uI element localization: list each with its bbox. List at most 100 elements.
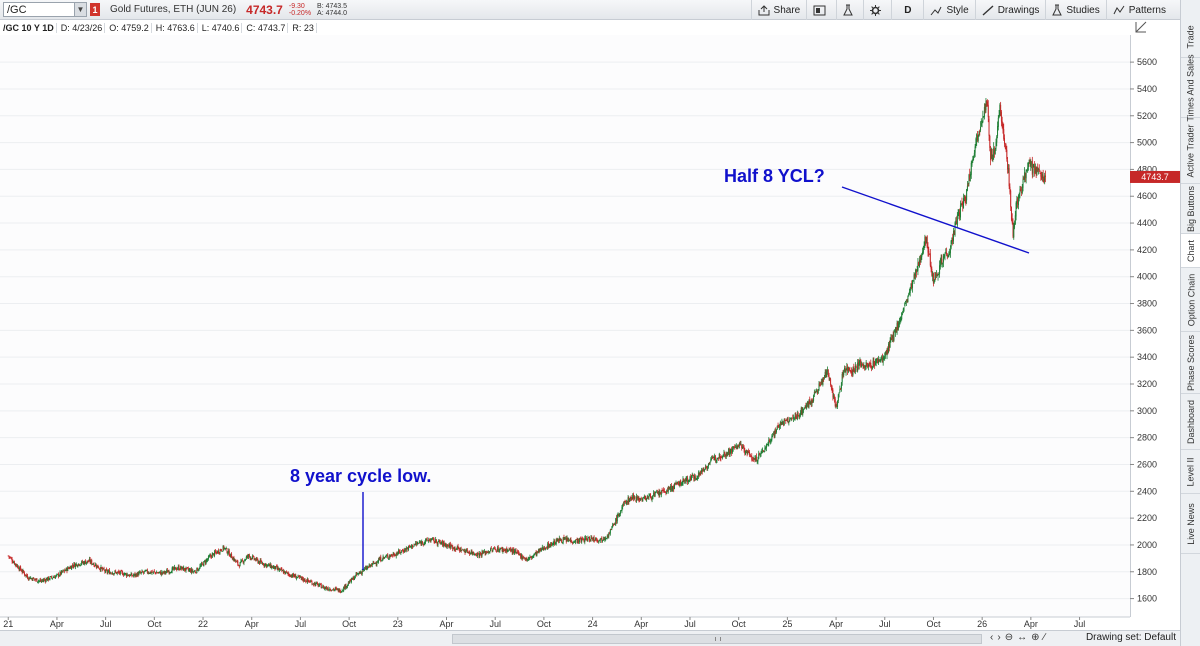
cycle-low-annotation[interactable]: 8 year cycle low. [290, 466, 431, 486]
candle-body [842, 373, 844, 376]
candle-body [956, 221, 958, 225]
candle-body [831, 387, 833, 391]
candle-body [961, 202, 963, 206]
candle-body [506, 548, 508, 553]
candle-body [803, 409, 805, 411]
candle-body [790, 417, 792, 419]
candle-body [98, 567, 100, 569]
candle-body [840, 382, 842, 389]
symbol-input[interactable]: /GC ▼ [3, 2, 87, 17]
candle-body [629, 499, 631, 502]
candle-body [520, 554, 522, 558]
candle-body [605, 538, 607, 540]
candle-body [955, 220, 957, 222]
candle-body [680, 480, 682, 485]
candle-body [738, 442, 740, 446]
candle-body [600, 538, 602, 539]
tab-times-and-sales[interactable]: Times And Sales [1181, 54, 1200, 121]
candle-body [497, 547, 499, 551]
candle-body [888, 343, 890, 348]
drawings-button[interactable]: Drawings [974, 0, 1046, 20]
half-cycle-trendline[interactable] [841, 186, 1030, 254]
tab-dashboard[interactable]: Dashboard [1181, 394, 1200, 450]
candle-body [881, 357, 883, 362]
share-button[interactable]: Share [750, 0, 807, 20]
candle-body [217, 550, 219, 554]
draw-line-icon[interactable]: ∕ [1043, 632, 1046, 643]
chart-settings-button[interactable] [806, 0, 836, 20]
candle-body [568, 539, 570, 541]
candle-body [135, 573, 137, 576]
scrollbar-grip[interactable] [715, 637, 721, 641]
aggregation-button[interactable]: D [891, 0, 923, 20]
candle-body [847, 367, 849, 372]
bar-open: O: 4759.2 [109, 22, 152, 33]
scroll-right-icon[interactable]: › [997, 632, 1001, 643]
tab-big-buttons[interactable]: Big Buttons [1181, 184, 1200, 234]
half-cycle-annotation[interactable]: Half 8 YCL? [724, 166, 825, 186]
candle-body [285, 571, 287, 573]
zoom-icon[interactable]: ⊖ [1004, 632, 1014, 643]
candle-body [181, 566, 183, 569]
candle-body [880, 360, 882, 362]
candle-body [982, 116, 984, 123]
candle-body [119, 572, 121, 574]
tab-trade[interactable]: Trade [1181, 16, 1200, 58]
tab-level-ii[interactable]: Level II [1181, 450, 1200, 494]
candle-body [473, 554, 475, 555]
axis-scale-icon[interactable] [1134, 20, 1150, 34]
candle-body [918, 262, 920, 266]
candle-body [43, 579, 45, 581]
tab-option-chain[interactable]: Option Chain [1181, 268, 1200, 332]
candle-body [768, 440, 770, 444]
candle-body [775, 430, 777, 432]
candle-body [446, 544, 448, 547]
candle-body [594, 540, 596, 542]
candle-body [36, 578, 38, 582]
candle-body [732, 447, 734, 450]
link-group-badge[interactable]: 1 [90, 3, 100, 16]
candle-body [895, 328, 897, 333]
candle-body [347, 582, 349, 586]
candle-body [163, 570, 165, 573]
price-axis[interactable] [1130, 35, 1180, 617]
candle-body [704, 469, 706, 471]
candle-body [813, 391, 815, 395]
symbol-dropdown-icon[interactable]: ▼ [74, 3, 86, 16]
candle-body [1007, 168, 1009, 170]
crosshair-icon[interactable]: ⊕ [1031, 632, 1040, 643]
tab-phase-scores[interactable]: Phase Scores [1181, 332, 1200, 394]
y-tick-label: 3800 [1137, 299, 1157, 309]
candle-body [306, 581, 308, 583]
candle-body [561, 540, 563, 543]
studies-button[interactable]: Studies [1045, 0, 1105, 20]
candle-body [240, 560, 242, 563]
price-chart[interactable]: 1600 1800 2000 2200 2400 2600 2800 3000 3200 3400… [0, 0, 1180, 630]
candle-body [40, 579, 42, 582]
drawing-set-label[interactable]: Drawing set: Default [1085, 632, 1176, 643]
style-button[interactable]: Style [923, 0, 974, 20]
tab-active-trader[interactable]: Active Trader [1181, 118, 1200, 184]
candle-body [299, 575, 301, 578]
candle-body [490, 548, 492, 550]
candle-body [867, 363, 869, 368]
patterns-button[interactable]: Patterns [1105, 0, 1172, 20]
candle-body [715, 459, 717, 461]
settings-button[interactable] [863, 0, 891, 20]
tab-live-news[interactable]: Live News [1181, 494, 1200, 554]
scroll-left-icon[interactable]: ‹ [990, 632, 994, 643]
candle-body [414, 544, 416, 546]
pan-icon[interactable]: ↔ [1017, 632, 1028, 643]
candle-body [633, 494, 635, 499]
candle-body [830, 385, 832, 389]
candle-body [541, 546, 543, 550]
candle-body [236, 560, 238, 562]
candle-body [122, 572, 124, 576]
candle-body [975, 138, 977, 146]
studies-lab-button[interactable] [836, 0, 863, 20]
candle-body [758, 453, 760, 459]
time-scrollbar[interactable] [452, 634, 982, 644]
tab-chart[interactable]: Chart [1181, 234, 1200, 268]
candle-body [137, 572, 139, 576]
candle-body [924, 236, 926, 245]
